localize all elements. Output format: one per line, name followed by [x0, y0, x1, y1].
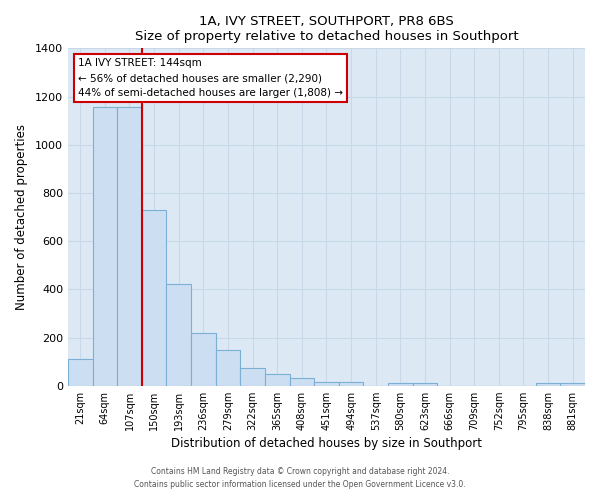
Bar	[92, 108, 117, 386]
Bar	[536, 384, 560, 386]
Bar	[265, 374, 290, 386]
Bar	[142, 210, 166, 386]
Bar	[388, 384, 413, 386]
Text: Contains HM Land Registry data © Crown copyright and database right 2024.
Contai: Contains HM Land Registry data © Crown c…	[134, 468, 466, 489]
Bar	[166, 284, 191, 386]
Bar	[314, 382, 339, 386]
Title: 1A, IVY STREET, SOUTHPORT, PR8 6BS
Size of property relative to detached houses : 1A, IVY STREET, SOUTHPORT, PR8 6BS Size …	[134, 15, 518, 43]
Bar	[290, 378, 314, 386]
Bar	[68, 359, 92, 386]
Bar	[339, 382, 364, 386]
Y-axis label: Number of detached properties: Number of detached properties	[15, 124, 28, 310]
Bar	[560, 384, 585, 386]
Bar	[191, 332, 215, 386]
Bar	[117, 108, 142, 386]
Bar	[413, 384, 437, 386]
Text: 1A IVY STREET: 144sqm
← 56% of detached houses are smaller (2,290)
44% of semi-d: 1A IVY STREET: 144sqm ← 56% of detached …	[78, 58, 343, 98]
Bar	[215, 350, 240, 386]
X-axis label: Distribution of detached houses by size in Southport: Distribution of detached houses by size …	[171, 437, 482, 450]
Bar	[240, 368, 265, 386]
